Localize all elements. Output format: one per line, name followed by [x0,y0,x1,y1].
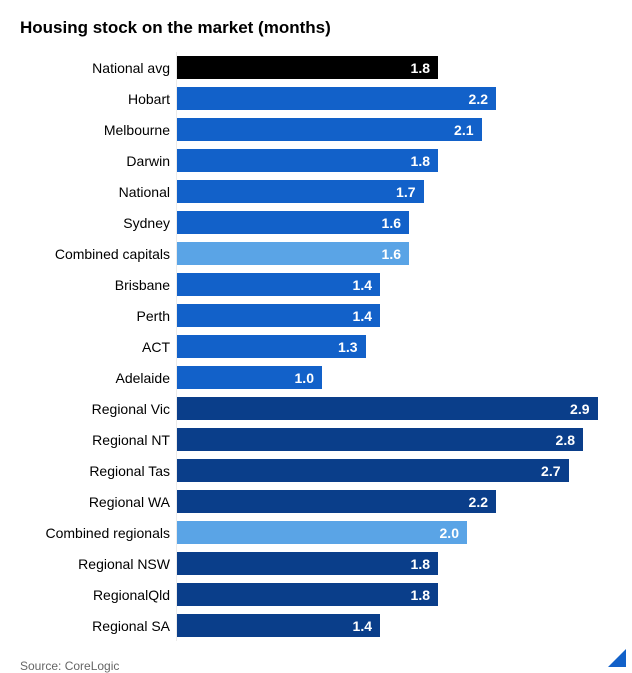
bar-track: 1.7 [176,176,612,207]
bar: 1.6 [177,242,409,265]
bar-track: 1.4 [176,610,612,641]
chart-source: Source: CoreLogic [20,659,612,673]
row-label: Perth [20,308,176,324]
row-label: Darwin [20,153,176,169]
row-label: Regional NT [20,432,176,448]
row-label: Adelaide [20,370,176,386]
bar: 1.8 [177,583,438,606]
bar-track: 1.8 [176,145,612,176]
chart-area: National avg 1.8 Hobart 2.2 Melbourne 2.1 Darw… [20,52,612,641]
row-label: Brisbane [20,277,176,293]
bar-value: 1.6 [382,215,401,231]
bar-track: 2.1 [176,114,612,145]
chart-row: Combined regionals 2.0 [20,517,612,548]
row-label: National [20,184,176,200]
bar-track: 1.8 [176,548,612,579]
row-label: ACT [20,339,176,355]
bar: 2.7 [177,459,569,482]
bar: 2.0 [177,521,467,544]
row-label: Sydney [20,215,176,231]
bar-track: 2.9 [176,393,612,424]
corner-badge-icon [608,649,626,667]
chart-row: RegionalQld 1.8 [20,579,612,610]
bar-track: 2.2 [176,486,612,517]
bar-value: 1.6 [382,246,401,262]
bar-value: 2.8 [556,432,575,448]
bar-value: 1.4 [353,308,372,324]
bar-value: 2.7 [541,463,560,479]
bar-track: 2.7 [176,455,612,486]
bar: 2.2 [177,490,496,513]
row-label: Melbourne [20,122,176,138]
bar-value: 2.0 [440,525,459,541]
bar-value: 2.2 [469,494,488,510]
chart-row: Regional Tas 2.7 [20,455,612,486]
chart-row: ACT 1.3 [20,331,612,362]
chart-row: Melbourne 2.1 [20,114,612,145]
chart-row: Hobart 2.2 [20,83,612,114]
row-label: National avg [20,60,176,76]
bar-track: 1.6 [176,238,612,269]
bar: 1.3 [177,335,366,358]
bar-value: 2.2 [469,91,488,107]
chart-row: Sydney 1.6 [20,207,612,238]
row-label: Regional Vic [20,401,176,417]
chart-row: Combined capitals 1.6 [20,238,612,269]
chart-row: Darwin 1.8 [20,145,612,176]
bar-value: 1.8 [411,153,430,169]
bar: 1.7 [177,180,424,203]
chart-row: Regional NSW 1.8 [20,548,612,579]
chart-row: National 1.7 [20,176,612,207]
row-label: RegionalQld [20,587,176,603]
bar-track: 2.0 [176,517,612,548]
chart-row: Brisbane 1.4 [20,269,612,300]
chart-row: National avg 1.8 [20,52,612,83]
bar-value: 1.7 [396,184,415,200]
chart-row: Perth 1.4 [20,300,612,331]
bar-value: 1.8 [411,556,430,572]
bar: 1.0 [177,366,322,389]
bar-track: 1.8 [176,52,612,83]
bar-value: 1.8 [411,60,430,76]
bar: 2.2 [177,87,496,110]
chart-row: Regional Vic 2.9 [20,393,612,424]
bar: 1.8 [177,552,438,575]
bar-value: 1.0 [295,370,314,386]
bar-value: 1.8 [411,587,430,603]
bar: 2.1 [177,118,482,141]
bar: 1.4 [177,273,380,296]
bar-track: 2.2 [176,83,612,114]
bar-value: 2.9 [570,401,589,417]
row-label: Regional NSW [20,556,176,572]
bar-track: 1.4 [176,300,612,331]
bar: 1.6 [177,211,409,234]
bar-track: 1.6 [176,207,612,238]
bar: 1.8 [177,56,438,79]
row-label: Regional SA [20,618,176,634]
row-label: Regional Tas [20,463,176,479]
bar: 1.4 [177,614,380,637]
bar: 1.4 [177,304,380,327]
bar-value: 1.4 [353,277,372,293]
row-label: Hobart [20,91,176,107]
bar-track: 2.8 [176,424,612,455]
chart-title: Housing stock on the market (months) [20,18,612,38]
bar-value: 2.1 [454,122,473,138]
chart-row: Regional NT 2.8 [20,424,612,455]
bar: 2.9 [177,397,598,420]
bar-track: 1.3 [176,331,612,362]
bar-track: 1.0 [176,362,612,393]
chart-row: Regional WA 2.2 [20,486,612,517]
row-label: Regional WA [20,494,176,510]
chart-row: Adelaide 1.0 [20,362,612,393]
row-label: Combined capitals [20,246,176,262]
bar-track: 1.4 [176,269,612,300]
chart-row: Regional SA 1.4 [20,610,612,641]
bar: 2.8 [177,428,583,451]
row-label: Combined regionals [20,525,176,541]
bar: 1.8 [177,149,438,172]
bar-value: 1.3 [338,339,357,355]
bar-track: 1.8 [176,579,612,610]
bar-value: 1.4 [353,618,372,634]
